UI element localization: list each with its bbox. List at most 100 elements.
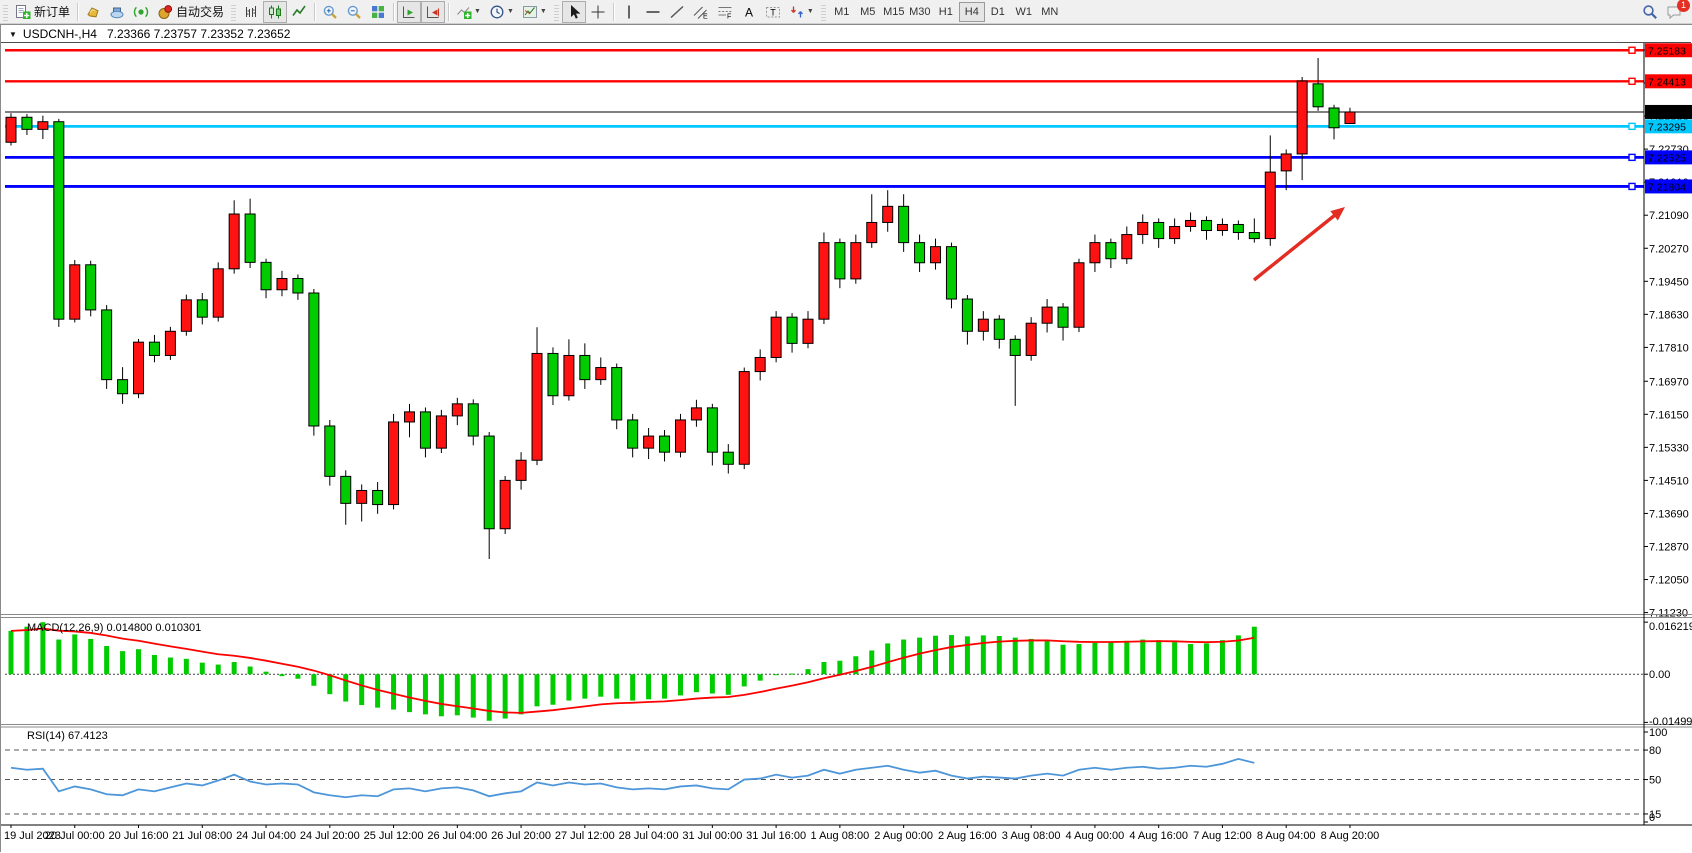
- macd-histogram-bar: [1172, 642, 1178, 675]
- chart-shift-button[interactable]: [421, 0, 446, 23]
- line-chart-button[interactable]: [287, 1, 311, 23]
- toolbar-grip[interactable]: [820, 2, 826, 21]
- virtual-hosting-button[interactable]: [105, 1, 129, 23]
- macd-histogram-bar: [1012, 637, 1018, 675]
- vertical-line-button[interactable]: [617, 1, 641, 23]
- price-level-handle[interactable]: [1628, 182, 1636, 191]
- timeframe-w1-button[interactable]: W1: [1015, 5, 1033, 18]
- chart-window: 7.251907.243707.235507.227307.219107.210…: [0, 24, 1692, 853]
- price-level-handle[interactable]: [1628, 46, 1636, 54]
- price-axis-tick-label: 7.20270: [1649, 243, 1689, 255]
- new-order-button[interactable]: 新订单: [11, 1, 74, 23]
- timeframe-mn-button[interactable]: MN: [1041, 5, 1059, 18]
- time-axis-label: 20 Jul 00:00: [45, 830, 105, 842]
- candle-body: [101, 309, 113, 381]
- timeframe-h1-button[interactable]: H1: [938, 5, 953, 18]
- macd-axis-tick-label: -0.014998: [1649, 716, 1692, 728]
- candle-body: [1312, 83, 1324, 108]
- search-button[interactable]: [1638, 1, 1662, 23]
- timeframe-m15-button[interactable]: M15: [883, 5, 905, 18]
- indicators-button[interactable]: ▼: [452, 1, 485, 23]
- tile-windows-button[interactable]: [366, 1, 390, 23]
- candle-body: [212, 268, 224, 318]
- candle-body: [930, 246, 942, 264]
- zoom-out-button[interactable]: [342, 1, 366, 23]
- price-chart-canvas[interactable]: 7.251907.243707.235507.227307.219107.210…: [1, 25, 1692, 853]
- auto-scroll-button[interactable]: [397, 0, 422, 23]
- price-level-badge-text: 7.24413: [1648, 76, 1686, 88]
- zoom-in-button[interactable]: [318, 1, 342, 23]
- macd-histogram-bar: [486, 674, 492, 721]
- annotation-arrow-head[interactable]: [1330, 207, 1345, 221]
- toolbar-grip[interactable]: [231, 2, 237, 21]
- periods-icon: [490, 5, 504, 18]
- trendline-button[interactable]: [665, 1, 689, 23]
- bar-chart-icon: [246, 5, 257, 17]
- notifications-button[interactable]: 1: [1662, 0, 1690, 23]
- candle-body: [1232, 223, 1244, 234]
- text-a-icon: A: [745, 5, 753, 19]
- candle-body: [1328, 107, 1340, 129]
- cursor-button[interactable]: [561, 0, 586, 23]
- market-button[interactable]: [81, 1, 105, 23]
- timeframe-m5-button[interactable]: M5: [860, 5, 876, 18]
- macd-histogram-bar: [534, 674, 540, 707]
- autotrading-button[interactable]: 自动交易: [153, 1, 228, 23]
- candle-body: [1089, 242, 1101, 264]
- macd-histogram-bar: [869, 650, 875, 675]
- tile-icon: [372, 5, 385, 18]
- timeframe-h4-button[interactable]: H4: [958, 1, 985, 22]
- crosshair-button[interactable]: [586, 1, 610, 23]
- price-level-handle[interactable]: [1628, 153, 1636, 162]
- macd-histogram-bar: [1028, 638, 1034, 675]
- candle-body: [340, 475, 352, 504]
- price-axis-tick-label: 7.16970: [1649, 376, 1689, 388]
- candle-body: [1057, 306, 1069, 328]
- macd-histogram-bar: [1124, 640, 1130, 675]
- price-axis-tick-label: 7.21090: [1649, 210, 1689, 222]
- templates-button[interactable]: ▼: [518, 1, 551, 23]
- price-level-handle[interactable]: [1628, 122, 1636, 131]
- periods-button[interactable]: ▼: [485, 1, 518, 23]
- macd-histogram-bar: [40, 622, 46, 675]
- text-label-icon: T: [765, 6, 780, 17]
- candle-body: [993, 318, 1005, 340]
- macd-histogram-bar: [1076, 644, 1082, 675]
- one-click-trading-collapse-icon[interactable]: ▼: [9, 29, 17, 39]
- candlestick-chart-button[interactable]: [263, 0, 288, 23]
- price-axis-tick-label: 7.14510: [1649, 475, 1689, 487]
- toolbar-grip[interactable]: [3, 2, 8, 21]
- candle-body: [754, 356, 766, 373]
- text-label-button[interactable]: T: [761, 1, 785, 23]
- fibonacci-button[interactable]: F: [713, 1, 737, 23]
- candle-body: [21, 116, 33, 130]
- signals-button[interactable]: [129, 1, 153, 23]
- candle-body: [611, 367, 623, 421]
- bar-chart-button[interactable]: [239, 1, 263, 23]
- candle-body: [260, 261, 272, 291]
- timeframe-m30-button[interactable]: M30: [909, 5, 931, 18]
- macd-indicator-label: MACD(12,26,9) 0.014800 0.010301: [27, 622, 202, 634]
- toolbar-grip[interactable]: [553, 2, 559, 21]
- timeframe-m1-button[interactable]: M1: [834, 5, 850, 18]
- macd-histogram-bar: [215, 664, 221, 675]
- annotation-arrow-line[interactable]: [1252, 211, 1339, 282]
- timeframe-d1-button[interactable]: D1: [990, 5, 1005, 18]
- horizontal-line-button[interactable]: [641, 1, 665, 23]
- time-axis-label: 20 Jul 16:00: [109, 830, 169, 842]
- arrows-button[interactable]: ▼: [785, 1, 818, 23]
- macd-histogram-bar: [1140, 639, 1146, 675]
- line-chart-icon: [292, 5, 306, 16]
- price-level-handle[interactable]: [1628, 77, 1636, 85]
- candle-body: [5, 116, 17, 143]
- time-axis-label: 28 Jul 04:00: [619, 830, 679, 842]
- toolbar-separator: [448, 2, 450, 21]
- text-button[interactable]: A: [737, 1, 761, 23]
- equidistant-channel-button[interactable]: E: [689, 1, 713, 23]
- macd-histogram-bar: [646, 674, 652, 700]
- macd-histogram-bar: [741, 674, 747, 687]
- macd-histogram-bar: [996, 636, 1002, 675]
- candle-body: [1041, 306, 1053, 324]
- candle-body: [148, 341, 160, 356]
- macd-histogram-bar: [454, 674, 460, 716]
